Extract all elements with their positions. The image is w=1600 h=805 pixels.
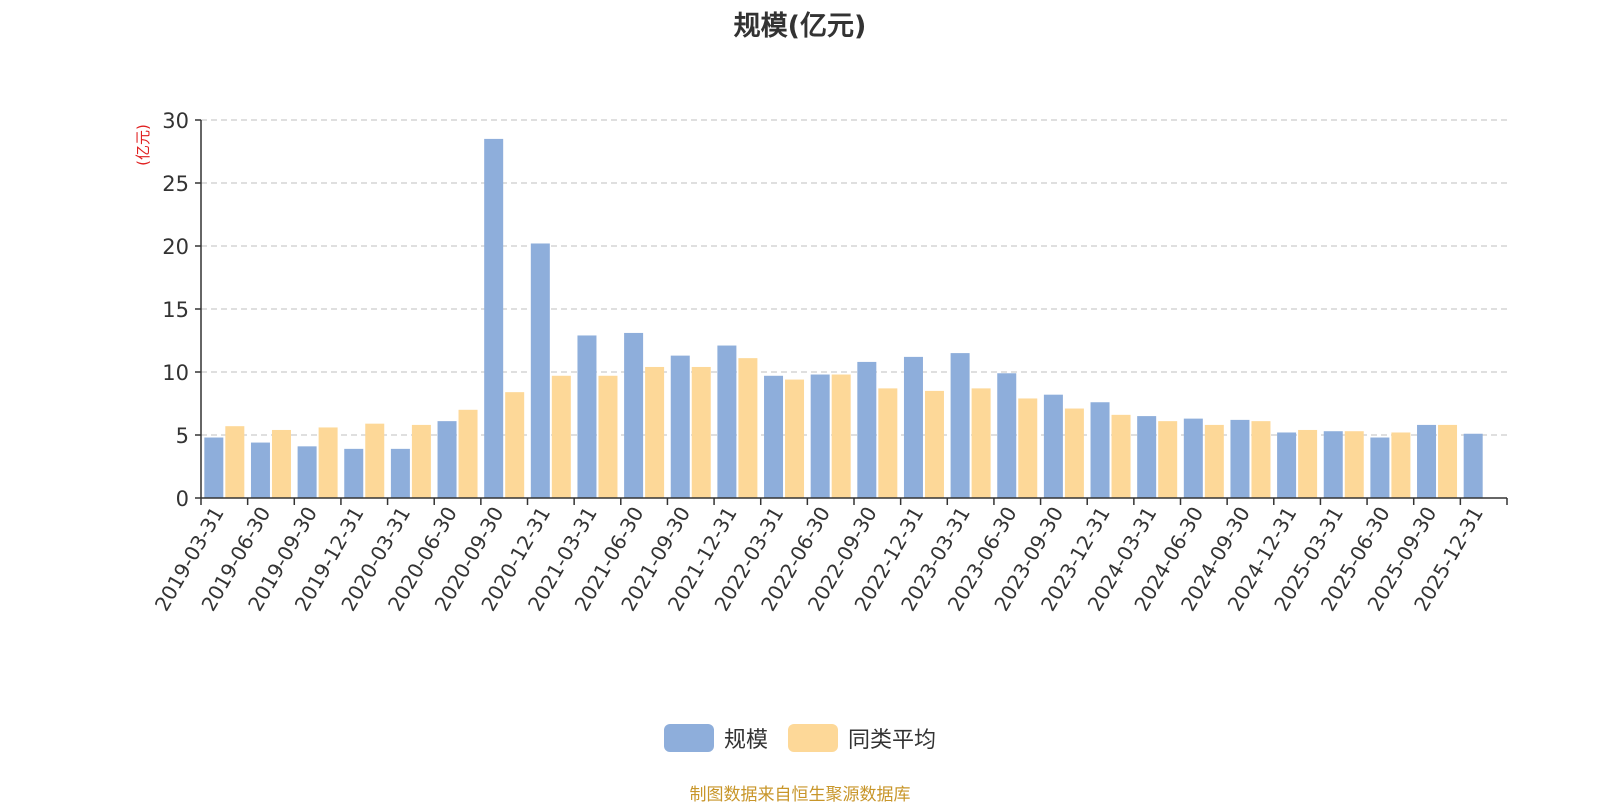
bar-peer-average[interactable] xyxy=(505,392,525,498)
bar-scale[interactable] xyxy=(1370,437,1390,498)
bar-peer-average[interactable] xyxy=(1344,431,1364,498)
bar-peer-average[interactable] xyxy=(645,366,665,498)
bar-scale[interactable] xyxy=(1417,424,1437,498)
bar-scale[interactable] xyxy=(950,353,970,498)
source-note: 制图数据来自恒生聚源数据库 xyxy=(689,785,911,805)
bar-scale[interactable] xyxy=(717,345,737,498)
bar-scale[interactable] xyxy=(764,375,784,498)
bar-peer-average[interactable] xyxy=(225,426,245,498)
tick-labels: 0510152025302019-03-312019-06-302019-09-… xyxy=(150,109,1488,615)
chart-title: 规模(亿元) xyxy=(733,11,867,42)
bar-scale[interactable] xyxy=(1323,431,1343,498)
axes xyxy=(195,119,1508,505)
bar-peer-average[interactable] xyxy=(1111,414,1131,498)
bar-scale[interactable] xyxy=(903,356,923,498)
legend-item-scale[interactable]: 规模 xyxy=(663,722,768,754)
bar-peer-average[interactable] xyxy=(365,423,385,498)
bar-scale[interactable] xyxy=(484,138,504,498)
bar-scale[interactable] xyxy=(1183,418,1203,498)
bar-scale[interactable] xyxy=(1043,394,1063,498)
bar-peer-average[interactable] xyxy=(411,424,431,498)
y-tick-label: 15 xyxy=(162,298,189,322)
bar-scale[interactable] xyxy=(297,446,317,498)
bar-peer-average[interactable] xyxy=(1391,432,1411,498)
bar-scale[interactable] xyxy=(390,448,410,498)
bar-peer-average[interactable] xyxy=(831,374,851,498)
bars xyxy=(204,138,1483,498)
y-tick-label: 10 xyxy=(162,361,189,385)
bar-peer-average[interactable] xyxy=(1438,424,1458,498)
bar-peer-average[interactable] xyxy=(785,379,805,498)
bar-peer-average[interactable] xyxy=(691,366,711,498)
bar-scale[interactable] xyxy=(204,437,224,498)
bar-scale[interactable] xyxy=(1277,432,1297,498)
legend-swatch-scale xyxy=(663,724,714,752)
y-tick-label: 25 xyxy=(162,172,189,196)
bar-scale[interactable] xyxy=(1463,433,1483,498)
legend-label-scale: 规模 xyxy=(723,728,768,753)
bar-scale[interactable] xyxy=(437,421,457,498)
bar-peer-average[interactable] xyxy=(1018,398,1038,498)
bar-peer-average[interactable] xyxy=(271,429,291,498)
bar-peer-average[interactable] xyxy=(1204,424,1224,498)
y-tick-label: 30 xyxy=(162,109,189,133)
bar-scale[interactable] xyxy=(530,243,550,498)
legend-label-peer-average: 同类平均 xyxy=(848,728,937,753)
legend-swatch-peer-average xyxy=(788,724,838,752)
bar-scale[interactable] xyxy=(577,335,597,498)
bar-peer-average[interactable] xyxy=(738,358,758,498)
bar-scale[interactable] xyxy=(810,374,830,498)
bar-peer-average[interactable] xyxy=(1298,429,1318,498)
bar-peer-average[interactable] xyxy=(598,375,618,498)
bar-scale[interactable] xyxy=(1230,419,1250,498)
bar-scale[interactable] xyxy=(344,448,364,498)
bar-peer-average[interactable] xyxy=(924,390,944,498)
bar-scale[interactable] xyxy=(250,442,270,498)
bar-peer-average[interactable] xyxy=(551,375,571,498)
gridlines xyxy=(201,119,1507,436)
bar-scale[interactable] xyxy=(997,373,1017,498)
y-axis-label: (亿元) xyxy=(134,124,152,166)
bar-peer-average[interactable] xyxy=(878,388,898,498)
bar-peer-average[interactable] xyxy=(971,388,991,498)
y-tick-label: 20 xyxy=(162,235,189,259)
legend: 规模 同类平均 xyxy=(0,722,1600,754)
bar-scale[interactable] xyxy=(1090,402,1110,498)
y-tick-label: 5 xyxy=(176,424,189,448)
legend-item-peer-average[interactable]: 同类平均 xyxy=(788,722,936,754)
bar-peer-average[interactable] xyxy=(318,427,338,498)
bar-scale[interactable] xyxy=(670,355,690,498)
bar-scale[interactable] xyxy=(857,361,877,498)
bar-scale[interactable] xyxy=(1137,416,1157,498)
bar-scale[interactable] xyxy=(624,332,644,498)
y-tick-label: 0 xyxy=(176,487,189,511)
bar-peer-average[interactable] xyxy=(1158,421,1178,498)
bar-peer-average[interactable] xyxy=(458,409,478,498)
bar-peer-average[interactable] xyxy=(1064,408,1084,498)
bar-peer-average[interactable] xyxy=(1251,421,1271,498)
